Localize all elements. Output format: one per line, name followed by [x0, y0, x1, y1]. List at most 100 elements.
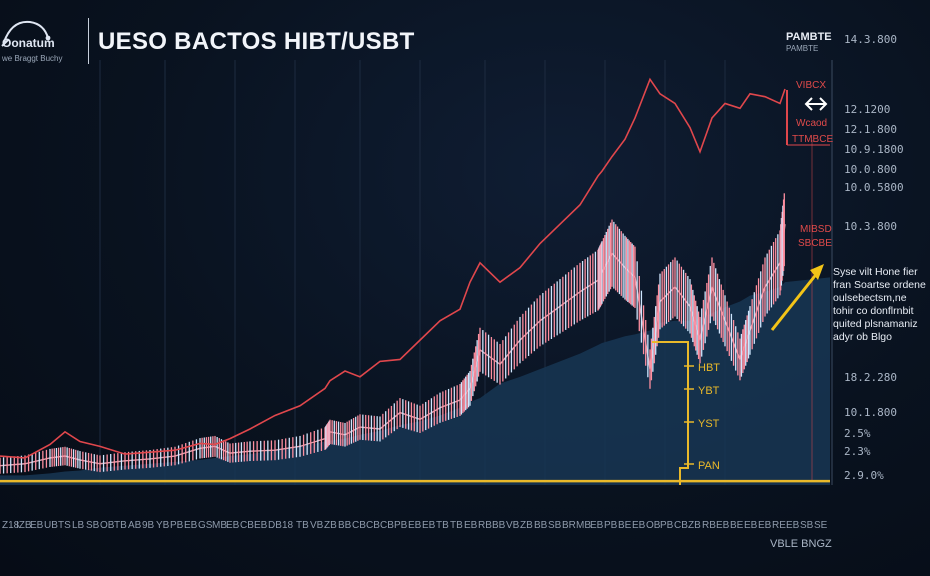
x-tick-label: BE [730, 520, 744, 531]
x-tick-label: TB [114, 520, 127, 531]
x-tick-label: GS [198, 520, 213, 531]
x-tick-label: IZB [16, 520, 32, 531]
double-arrow-icon [804, 97, 828, 111]
y-tick-label: 2.3% [844, 445, 871, 458]
x-tick-label: EB [184, 520, 198, 531]
chart-title: UESO BACTOS HIBT/USBT [98, 28, 415, 55]
x-tick-label: OB [646, 520, 661, 531]
x-tick-label: AB [128, 520, 142, 531]
x-tick-label: DB [268, 520, 282, 531]
annotation-line: oulsebectsm,ne [833, 292, 907, 304]
x-tick-label: CB [674, 520, 688, 531]
x-tick-label: EB [408, 520, 422, 531]
x-tick-label: VB [506, 520, 520, 531]
red-marker-label: VIBCX [796, 80, 827, 91]
x-tick-label: ZB [688, 520, 701, 531]
x-tick-label: VB [310, 520, 324, 531]
pair-label: PAMBTE [786, 31, 832, 43]
gold-level-label: PAN [698, 460, 720, 472]
y-tick-label: 14.3.800 [844, 33, 897, 46]
x-tick-label: 9B [142, 520, 155, 531]
resistance-path [0, 77, 786, 459]
x-tick-label: EB [590, 520, 604, 531]
volume-area-shape [0, 277, 830, 485]
x-tick-label: EB [786, 520, 800, 531]
header-divider [88, 18, 89, 64]
y-tick-label: 18.2.280 [844, 371, 897, 384]
x-tick-label: EB [464, 520, 478, 531]
x-tick-label: CB [352, 520, 366, 531]
x-tick-label: BB [492, 520, 506, 531]
x-tick-label: UB [44, 520, 58, 531]
x-tick-label: EB [716, 520, 730, 531]
x-tick-label: TB [450, 520, 463, 531]
x-tick-label: PB [604, 520, 618, 531]
trend-arrow-icon [770, 271, 820, 331]
x-tick-label: EB [744, 520, 758, 531]
y-tick-label: 2.9.0% [844, 469, 884, 482]
x-tick-label: ZB [520, 520, 533, 531]
annotation-box: Syse vilt Hone fier fran Soartse ordene … [833, 266, 929, 344]
x-tick-label: SB [548, 520, 562, 531]
y-tick-label: 2.5% [844, 427, 871, 440]
x-tick-label: BR [562, 520, 576, 531]
x-tick-label: EB [226, 520, 240, 531]
logo-icon [1, 20, 51, 47]
x-tick-label: EB [254, 520, 268, 531]
y-tick-label: 10.1.800 [844, 406, 897, 419]
x-tick-label: TS [58, 520, 71, 531]
x-tick-label: OB [100, 520, 115, 531]
x-tick-label: PB [660, 520, 674, 531]
annotation-line: tohir co donflrnbit [833, 305, 914, 317]
y-tick-label: 10.0.5800 [844, 181, 904, 194]
x-tick-label: LB [72, 520, 85, 531]
annotation-line: Syse vilt Hone fier [833, 266, 918, 278]
logo-tagline: we Braggt Buchy [2, 54, 63, 63]
x-tick-label: PB [394, 520, 408, 531]
x-tick-label: 18 [282, 520, 294, 531]
price-candles [0, 193, 786, 474]
x-tick-label: RE [772, 520, 786, 531]
gold-level-label: YBT [698, 385, 720, 397]
x-tick-label: Z18 [2, 520, 20, 531]
x-tick-label: YB [156, 520, 170, 531]
y-tick-label: 12.1200 [844, 103, 891, 116]
gold-bracket [652, 341, 689, 485]
x-tick-label: CB [380, 520, 394, 531]
x-tick-label: SE [814, 520, 828, 531]
x-tick-label: BB [534, 520, 548, 531]
x-tick-label: SB [86, 520, 100, 531]
x-tick-label: MB [212, 520, 227, 531]
x-tick-label: EB [422, 520, 436, 531]
annotation-line: quited plsnamaniz [833, 318, 918, 330]
volume-area [0, 277, 830, 485]
x-tick-label: TB [296, 520, 309, 531]
red-marker-label: SBCBE [798, 238, 832, 249]
x-tick-label: EB [758, 520, 772, 531]
gold-level-label: HBT [698, 362, 720, 374]
x-tick-label: CB [366, 520, 380, 531]
x-tick-label: TB [436, 520, 449, 531]
red-marker-label: TTMBCE [792, 134, 834, 145]
y-tick-label: 10.9.1800 [844, 143, 904, 156]
logo-name: Oonatum [2, 36, 55, 50]
x-tick-label: BE [618, 520, 632, 531]
gold-level-label: YST [698, 418, 720, 430]
resistance-line [0, 77, 786, 459]
x-tick-label: MB [576, 520, 591, 531]
x-tick-label: EB [30, 520, 44, 531]
annotation-line: adyr ob Blgo [833, 331, 892, 343]
arrow-head-icon [810, 264, 824, 280]
pair-sub-label: PAMBTE [786, 44, 819, 53]
x-tick-label: RB [702, 520, 716, 531]
x-axis-label: VBLE BNGZ [770, 538, 832, 550]
x-tick-label: EB [632, 520, 646, 531]
y-tick-label: 10.3.800 [844, 220, 897, 233]
x-tick-label: SB [800, 520, 814, 531]
y-tick-label: 12.1.800 [844, 123, 897, 136]
x-tick-label: ZB [324, 520, 337, 531]
x-tick-label: CB [240, 520, 254, 531]
annotation-line: fran Soartse ordene [833, 279, 926, 291]
